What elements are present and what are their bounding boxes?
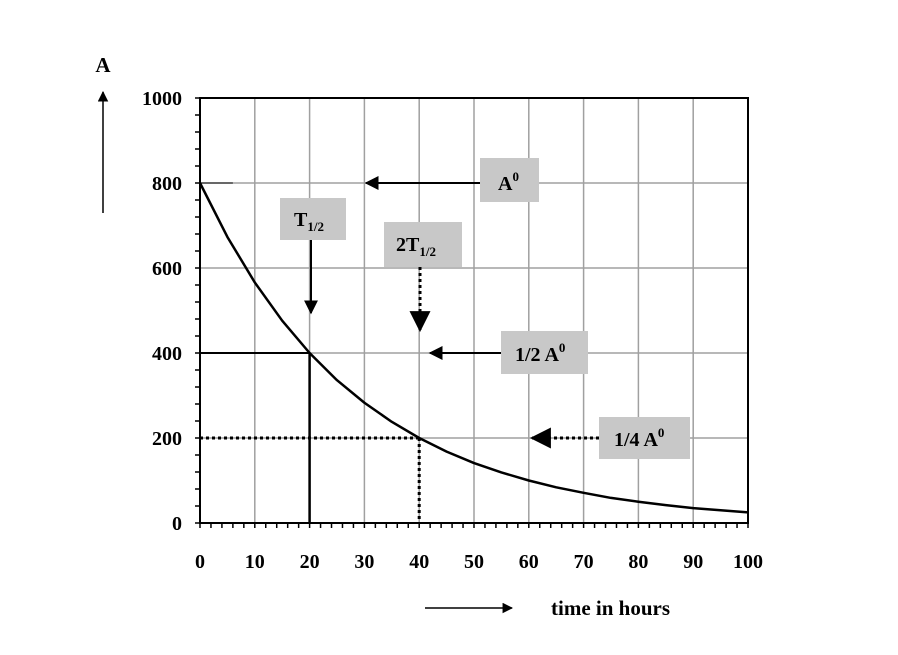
t-half-label: T1/2 [294, 209, 324, 234]
plot-frame [199, 97, 749, 524]
t-half-box [280, 198, 346, 240]
x-tick-label-50: 50 [464, 551, 484, 573]
x-tick-label-90: 90 [683, 551, 703, 573]
half-a0-box [501, 331, 588, 374]
y-tick-label-400: 400 [152, 343, 182, 365]
y-tick-label-200: 200 [152, 428, 182, 450]
x-tick-label-100: 100 [733, 551, 763, 573]
x-tick-label-20: 20 [300, 551, 320, 573]
quarter-a0-box [599, 417, 690, 459]
two-t-half-label: 2T1/2 [396, 234, 436, 259]
x-tick-label-60: 60 [519, 551, 539, 573]
y-axis-title: A [95, 53, 111, 77]
decay-curve-group [198, 182, 749, 514]
x-tick-label-30: 30 [354, 551, 374, 573]
guide-lines [200, 182, 421, 523]
y-tick-labels: 0 200 400 600 800 1000 [142, 88, 182, 535]
y-tick-label-600: 600 [152, 258, 182, 280]
x-tick-labels: 0 10 20 30 40 50 60 70 80 90 100 [195, 551, 763, 573]
annotations: A0 T1/2 2T1/2 1/2 A0 1/4 A0 [280, 158, 690, 459]
x-tick-label-40: 40 [409, 551, 429, 573]
a0-box [480, 158, 539, 202]
decay-curve [198, 182, 749, 514]
x-tick-label-80: 80 [628, 551, 648, 573]
y-tick-label-1000: 1000 [142, 88, 182, 110]
x-tick-label-70: 70 [574, 551, 594, 573]
quarter-a0-label: 1/4 A0 [614, 425, 664, 451]
x-axis-title: time in hours [551, 596, 670, 620]
half-a0-label: 1/2 A0 [515, 340, 565, 366]
two-t-half-box [384, 222, 462, 267]
grid-lines [199, 97, 749, 524]
a0-label: A0 [498, 169, 519, 195]
y-tick-label-800: 800 [152, 173, 182, 195]
y-tick-label-0: 0 [172, 513, 182, 535]
x-tick-label-0: 0 [195, 551, 205, 573]
x-tick-label-10: 10 [245, 551, 265, 573]
